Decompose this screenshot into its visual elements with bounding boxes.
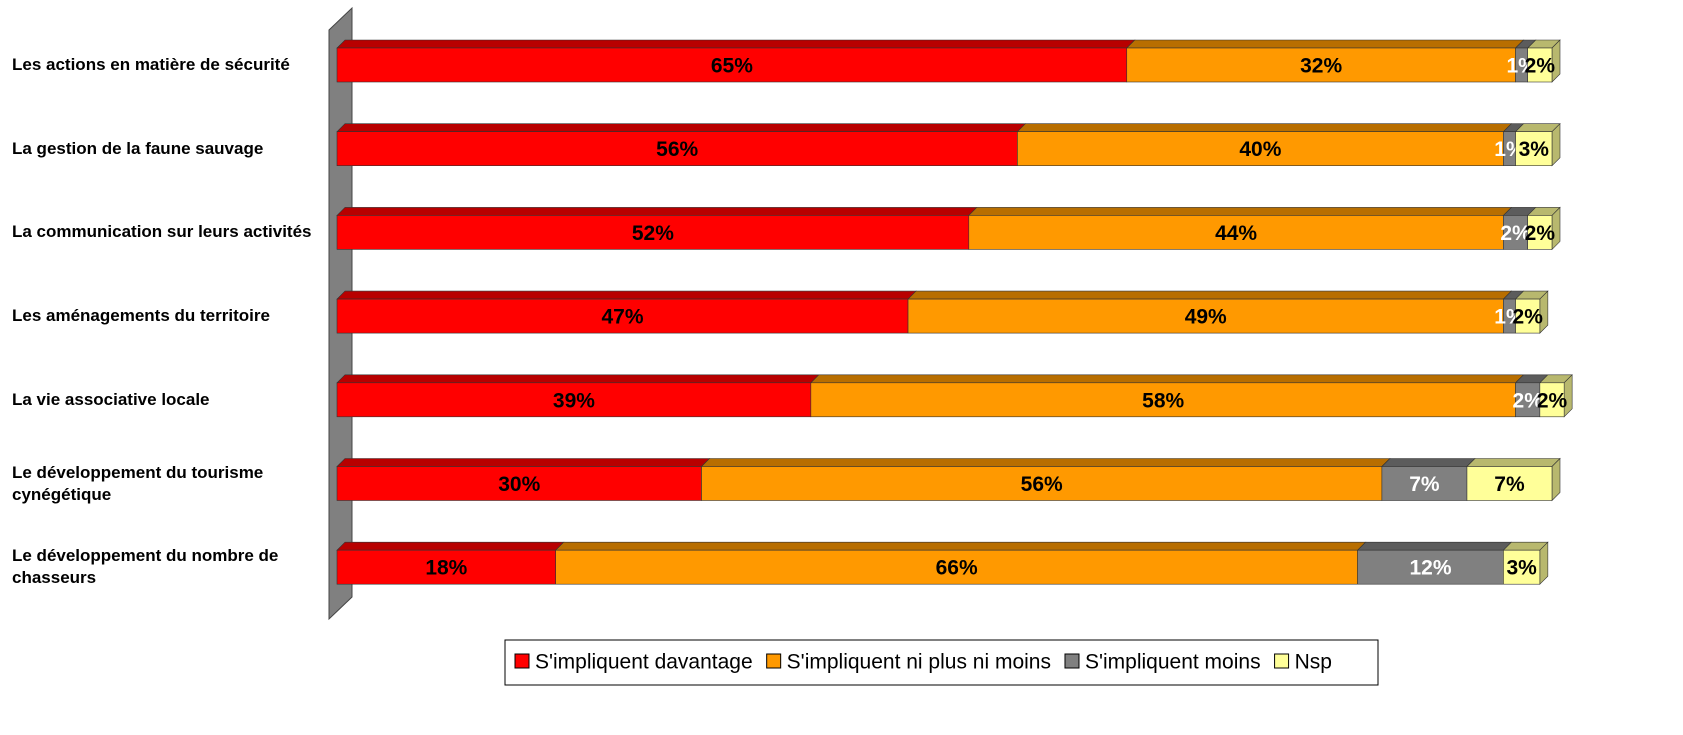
- bar-top: [554, 541, 1367, 551]
- value-label: 32%: [1300, 55, 1342, 78]
- value-label: 56%: [656, 138, 698, 161]
- bar: [336, 466, 702, 501]
- bar: [810, 382, 1516, 418]
- legend-swatch: [766, 653, 782, 669]
- bar-top: [1016, 123, 1513, 132]
- category-label: Le développement du tourisme cynégétique: [12, 462, 264, 504]
- category-label: Les aménagements du territoire: [12, 306, 270, 326]
- legend-box: [504, 639, 1379, 686]
- category-label: Le développement du nombre de chasseurs: [12, 546, 279, 588]
- bar-top: [700, 458, 1391, 467]
- value-label: 66%: [936, 557, 978, 580]
- value-label: 7%: [1494, 473, 1525, 496]
- bar-top: [1466, 458, 1561, 467]
- category-label: Les actions en matière de sécurité: [12, 55, 290, 74]
- bar-top: [810, 374, 1525, 384]
- value-label: 2%: [1525, 55, 1556, 78]
- category-label: La gestion de la faune sauvage: [12, 138, 264, 158]
- value-label: 49%: [1185, 306, 1227, 329]
- bar-top: [1356, 541, 1513, 551]
- bar: [336, 215, 970, 250]
- bar-top: [336, 374, 820, 384]
- value-label: 40%: [1239, 138, 1281, 161]
- category-label: La vie associative locale: [12, 389, 210, 409]
- value-label: 47%: [602, 306, 644, 329]
- bar: [1381, 466, 1468, 501]
- bar: [1539, 382, 1565, 418]
- legend-label: S'impliquent ni plus ni moins: [787, 651, 1051, 674]
- bar: [968, 215, 1504, 250]
- bar-top: [1381, 458, 1476, 467]
- bar-top: [336, 207, 978, 216]
- legend-label: S'impliquent moins: [1085, 651, 1261, 674]
- bar-top: [968, 207, 1513, 216]
- bar: [1126, 47, 1516, 83]
- value-label: 39%: [553, 389, 595, 412]
- legend-swatch: [1274, 653, 1290, 669]
- value-label: 18%: [425, 557, 467, 580]
- legend-label: Nsp: [1295, 651, 1332, 674]
- value-label: 3%: [1519, 138, 1550, 161]
- value-label: 58%: [1142, 389, 1184, 412]
- value-label: 2%: [1537, 389, 1568, 412]
- bar-top: [336, 541, 565, 551]
- value-label: 2%: [1513, 306, 1544, 329]
- bar-top: [907, 290, 1513, 300]
- legend-swatch: [514, 653, 530, 669]
- bar-top: [1126, 39, 1525, 49]
- bar: [1017, 131, 1504, 166]
- bar: [1503, 215, 1529, 250]
- bar: [336, 382, 812, 418]
- bar: [336, 47, 1128, 83]
- value-label: 2%: [1513, 389, 1544, 412]
- bar: [1527, 47, 1553, 83]
- bar: [555, 549, 1358, 585]
- bar: [1515, 131, 1553, 166]
- value-label: 52%: [632, 222, 674, 245]
- value-label: 30%: [498, 473, 540, 496]
- bar: [1466, 466, 1553, 501]
- value-label: 7%: [1409, 473, 1440, 496]
- bar: [907, 298, 1504, 334]
- legend-swatch: [1064, 653, 1080, 669]
- bar: [336, 131, 1018, 166]
- value-label: 44%: [1215, 222, 1257, 245]
- bar-top: [336, 39, 1136, 49]
- bar-top: [336, 123, 1027, 132]
- category-label: La communication sur leurs activités: [12, 222, 312, 242]
- bar: [1357, 549, 1504, 585]
- bar-top: [336, 458, 711, 467]
- value-label: 2%: [1525, 222, 1556, 245]
- value-label: 2%: [1500, 222, 1531, 245]
- bar: [1515, 298, 1541, 334]
- bar: [701, 466, 1383, 501]
- legend-label: S'impliquent davantage: [535, 651, 753, 674]
- bar-top: [336, 290, 917, 300]
- value-label: 56%: [1021, 473, 1063, 496]
- value-label: 65%: [711, 55, 753, 78]
- value-label: 3%: [1506, 557, 1537, 580]
- bar: [1515, 382, 1541, 418]
- value-label: 12%: [1409, 557, 1451, 580]
- bar: [336, 549, 556, 585]
- bar: [1503, 549, 1541, 585]
- bar: [1527, 215, 1553, 250]
